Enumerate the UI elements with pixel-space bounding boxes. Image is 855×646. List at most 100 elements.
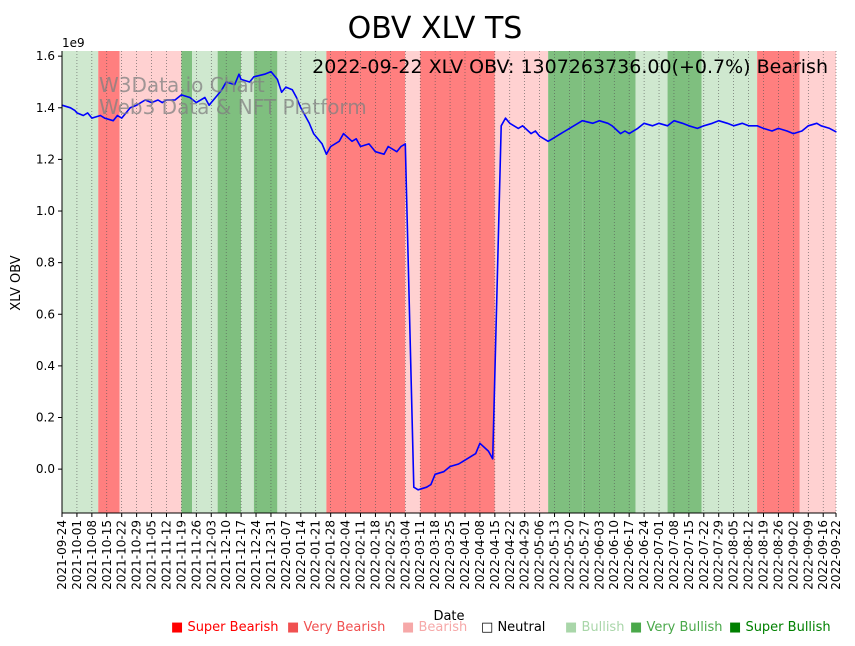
x-tick-label: 2021-10-22 (115, 520, 129, 590)
x-tick-label: 2021-12-24 (249, 520, 263, 590)
x-tick-label: 2022-08-26 (771, 520, 785, 590)
x-tick-label: 2022-07-08 (667, 520, 681, 590)
data-point (470, 455, 472, 457)
data-point (551, 138, 554, 140)
data-point (611, 125, 613, 127)
data-point (673, 120, 675, 122)
data-point (204, 96, 206, 99)
data-point (711, 122, 713, 124)
data-point (592, 122, 594, 124)
sentiment-band-8 (277, 51, 327, 513)
sentiment-legend: ■ Super Bearish ■ Very Bearish ■ Bearish… (0, 620, 855, 640)
data-point (325, 153, 327, 155)
data-point (534, 130, 536, 132)
legend-item-bullish: ■ Bullish (565, 620, 624, 635)
data-point (116, 114, 119, 117)
x-tick-label: 2022-05-06 (533, 520, 547, 590)
sentiment-band-2 (119, 51, 182, 513)
legend-item-super-bearish: ■ Super Bearish (171, 620, 279, 635)
legend-label-super-bearish: Super Bearish (187, 620, 279, 635)
data-point (221, 89, 223, 91)
x-tick-label: 2022-01-28 (324, 520, 338, 590)
x-tick-label: 2021-12-31 (264, 520, 278, 590)
legend-swatch-very-bearish: ■ (287, 620, 300, 635)
data-point (413, 486, 415, 488)
data-point (69, 107, 72, 109)
x-tick-label: 2021-11-05 (145, 520, 159, 590)
x-tick-label: 2022-02-25 (383, 520, 397, 590)
y-tick-label: 0.4 (36, 359, 55, 373)
data-point (374, 151, 377, 153)
data-point (383, 153, 385, 155)
data-point (150, 102, 153, 104)
data-point (263, 73, 266, 75)
legend-swatch-super-bullish: ■ (729, 620, 742, 635)
data-point (726, 122, 728, 124)
data-point (688, 125, 690, 127)
data-point (628, 132, 630, 135)
data-point (240, 78, 242, 80)
sentiment-band-15 (635, 51, 668, 513)
x-tick-label: 2022-02-04 (339, 520, 353, 590)
data-point (136, 104, 138, 106)
y-tick-label: 0.2 (36, 411, 55, 425)
data-point (144, 99, 146, 101)
data-point (820, 125, 822, 127)
x-tick-label: 2021-10-15 (100, 520, 114, 590)
x-tick-label: 2022-09-02 (786, 520, 800, 590)
data-point (342, 132, 345, 135)
data-point (816, 122, 818, 124)
x-tick-label: 2021-10-01 (70, 520, 84, 590)
y-tick-label: 1.2 (36, 152, 55, 166)
y-exponent-label: 1e9 (62, 36, 85, 50)
data-point (829, 127, 831, 130)
sentiment-band-1 (98, 51, 120, 513)
data-point (786, 130, 788, 132)
data-point (281, 91, 283, 93)
x-tick-label: 2021-10-08 (85, 520, 99, 590)
data-point (500, 125, 502, 127)
x-tick-label: 2022-03-04 (398, 520, 412, 590)
data-point (620, 132, 622, 135)
x-tick-label: 2022-05-20 (562, 520, 576, 590)
legend-swatch-bearish: ■ (402, 620, 415, 635)
x-tick-label: 2022-02-18 (368, 520, 382, 590)
sentiment-band-12 (494, 51, 549, 513)
data-point (521, 125, 524, 127)
series-layer (61, 70, 837, 491)
x-tick-label: 2021-12-17 (234, 520, 248, 590)
x-tick-label: 2022-09-22 (829, 520, 843, 590)
x-tick-label: 2022-08-19 (757, 520, 771, 590)
data-point (396, 151, 398, 153)
sentiment-band-0 (62, 51, 99, 513)
legend-item-super-bullish: ■ Super Bullish (729, 620, 831, 635)
x-tick-label: 2022-06-03 (592, 520, 606, 590)
legend-swatch-bullish: ■ (565, 620, 578, 635)
data-point (174, 99, 176, 101)
data-point (253, 76, 255, 78)
data-point (696, 127, 699, 130)
y-tick-label: 0.0 (36, 462, 55, 476)
legend-label-neutral: Neutral (497, 620, 546, 635)
x-tick-label: 2022-07-01 (652, 520, 666, 590)
legend-item-bearish: ■ Bearish (402, 620, 467, 635)
data-point (91, 117, 93, 119)
data-point (666, 125, 669, 127)
data-point (658, 122, 660, 124)
data-point (762, 127, 765, 130)
data-point (457, 463, 460, 465)
data-point (338, 140, 340, 142)
data-point (577, 122, 579, 124)
data-point (82, 114, 84, 117)
data-point (112, 120, 114, 122)
sentiment-band-17 (701, 51, 758, 513)
y-axis: 0.0 0.2 0.4 0.6 0.8 1.0 1.2 1.4 1.6 (36, 49, 63, 513)
y-tick-label: 0.6 (36, 307, 55, 321)
data-point (792, 132, 794, 135)
data-point (74, 109, 76, 111)
x-tick-label: 2022-08-12 (742, 520, 756, 590)
x-tick-label: 2022-04-15 (488, 520, 502, 590)
data-point (509, 122, 511, 124)
x-tick-label: 2021-12-03 (204, 520, 218, 590)
data-point (121, 117, 123, 119)
